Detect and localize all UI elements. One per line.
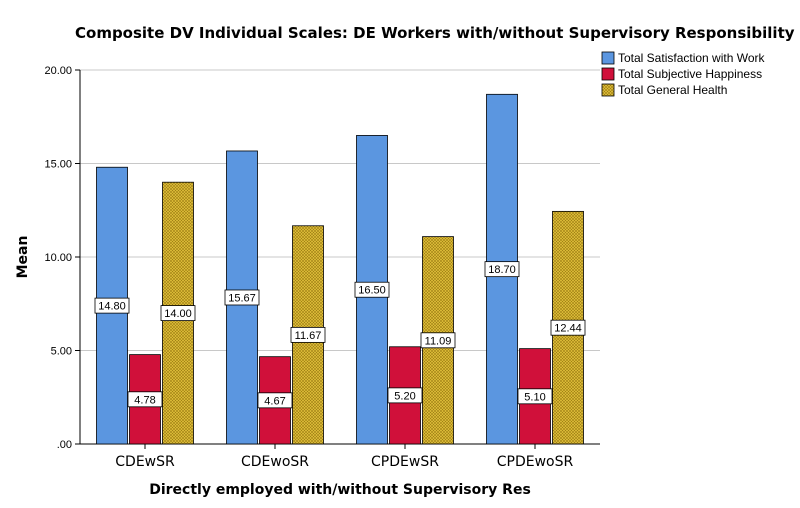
legend-swatch-1 <box>601 67 615 81</box>
data-label-box-CDEwoSR-0 <box>224 289 260 306</box>
legend-label-0: Total Satisfaction with Work <box>618 51 766 65</box>
legend-label-2: Total General Health <box>618 83 727 97</box>
y-tick-label-1: 5.00 <box>51 346 72 358</box>
legend-swatch-2 <box>601 83 615 97</box>
y-axis-title: Mean <box>15 236 31 279</box>
data-label-box-CDEwoSR-1 <box>257 392 293 409</box>
legend-swatch-0 <box>601 51 615 65</box>
data-label-CDEwoSR-2: 11.67 <box>295 330 322 342</box>
x-tick-label-CPDEwoSR: CPDEwoSR <box>497 454 574 470</box>
data-label-CDEwSR-1: 4.78 <box>134 394 155 406</box>
y-tick-label-0: .00 <box>57 439 72 451</box>
x-axis-title: Directly employed with/without Superviso… <box>149 482 531 498</box>
data-label-CPDEwoSR-1: 5.10 <box>524 391 545 403</box>
x-tick-label-CDEwSR: CDEwSR <box>115 454 175 470</box>
y-tick-label-2: 10.00 <box>44 252 72 264</box>
data-label-CPDEwoSR-2: 12.44 <box>554 323 582 335</box>
data-label-box-CPDEwSR-0 <box>354 281 390 298</box>
data-label-box-CDEwSR-2 <box>160 305 196 322</box>
legend-label-1: Total Subjective Happiness <box>618 67 762 81</box>
data-label-box-CDEwoSR-2 <box>290 326 326 343</box>
data-label-box-CPDEwoSR-2 <box>550 319 586 336</box>
data-label-box-CPDEwSR-2 <box>420 332 456 349</box>
data-label-box-CPDEwoSR-1 <box>517 388 553 405</box>
x-tick-label-CDEwoSR: CDEwoSR <box>241 454 309 470</box>
data-label-CDEwSR-0: 14.80 <box>98 301 126 313</box>
y-tick-label-3: 15.00 <box>44 159 72 171</box>
plot-area: .00 5.00 10.00 15.00 20.00 14.80 4.78 14.00 CDEw… <box>44 65 600 470</box>
data-label-CDEwSR-2: 14.00 <box>164 308 192 320</box>
data-label-box-CPDEwoSR-0 <box>484 261 520 278</box>
data-label-box-CDEwSR-0 <box>94 297 130 314</box>
data-label-CPDEwSR-2: 11.09 <box>425 335 452 347</box>
x-tick-label-CPDEwSR: CPDEwSR <box>371 454 439 470</box>
data-label-box-CPDEwSR-1 <box>387 387 423 404</box>
data-label-box-CDEwSR-1 <box>127 391 163 408</box>
data-label-CPDEwSR-0: 16.50 <box>358 285 386 297</box>
legend: Total Satisfaction with Work Total Subjec… <box>601 51 766 97</box>
chart-title: Composite DV Individual Scales: DE Worke… <box>75 24 795 42</box>
data-label-CPDEwoSR-0: 18.70 <box>488 264 516 276</box>
y-tick-label-4: 20.00 <box>44 65 72 77</box>
data-label-CDEwoSR-1: 4.67 <box>264 395 285 407</box>
data-label-CDEwoSR-0: 15.67 <box>228 292 256 304</box>
data-label-CPDEwSR-1: 5.20 <box>394 390 415 402</box>
